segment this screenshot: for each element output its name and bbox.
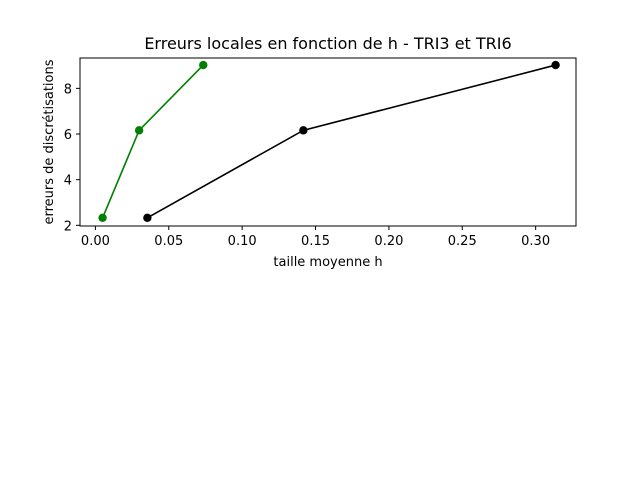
x-tick-label: 0.05 <box>154 234 183 249</box>
y-axis: 2 4 6 8 <box>64 82 80 234</box>
y-tick-label: 8 <box>64 82 72 97</box>
y-tick-label: 2 <box>64 219 72 234</box>
x-axis: 0.00 0.05 0.10 0.15 0.20 0.25 0.30 <box>81 226 550 249</box>
x-tick-label: 0.20 <box>374 234 403 249</box>
chart-title: Erreurs locales en fonction de h - TRI3 … <box>144 34 511 53</box>
x-tick-label: 0.25 <box>448 234 477 249</box>
x-tick-label: 0.00 <box>81 234 110 249</box>
y-axis-label: erreurs de discrétisations <box>42 59 57 224</box>
series-2-point <box>143 213 152 222</box>
x-tick-label: 0.30 <box>521 234 550 249</box>
series-2-point <box>299 126 308 135</box>
series-layer <box>98 60 560 222</box>
series-1-point <box>98 213 107 222</box>
x-tick-label: 0.10 <box>228 234 257 249</box>
plot-frame <box>79 57 577 227</box>
series-1-point <box>134 126 144 135</box>
x-tick-label: 0.15 <box>301 234 330 249</box>
y-tick-label: 6 <box>64 128 72 143</box>
series-2-line <box>146 64 556 219</box>
y-tick-label: 4 <box>64 174 72 189</box>
series-2-point <box>551 60 560 70</box>
x-axis-label: taille moyenne h <box>273 255 382 270</box>
series-1-point <box>199 60 208 70</box>
